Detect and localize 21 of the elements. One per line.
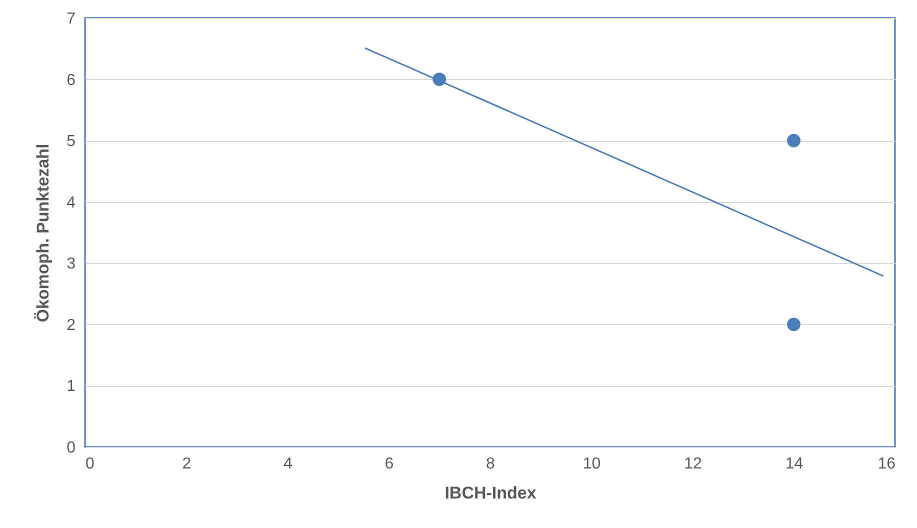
y-tick-label: 4 <box>66 194 76 212</box>
y-tick-label: 2 <box>66 316 76 334</box>
x-tick-label: 4 <box>284 456 293 472</box>
y-tick-label: 6 <box>66 72 76 89</box>
x-tick-label: 10 <box>582 456 601 472</box>
point <box>787 318 800 332</box>
x-axis-title: IBCH-Index <box>444 484 537 502</box>
x-tick-label: 6 <box>384 456 394 472</box>
y-tick-label: 7 <box>66 10 76 28</box>
x-tick-label: 0 <box>86 456 94 472</box>
x-tick-label: 16 <box>878 456 896 472</box>
y-axis-title: Ökomoph. Punktezahl <box>34 144 53 322</box>
y-tick-label: 3 <box>66 256 76 273</box>
y-tick-label: 5 <box>66 133 76 150</box>
y-tick-label: 0 <box>66 440 76 456</box>
x-tick-label: 8 <box>486 456 496 472</box>
point <box>787 134 800 148</box>
x-tick-label: 2 <box>182 456 192 472</box>
x-tick-label: 14 <box>785 456 804 472</box>
y-tick-label: 1 <box>66 378 76 396</box>
x-tick-label: 12 <box>684 456 702 472</box>
